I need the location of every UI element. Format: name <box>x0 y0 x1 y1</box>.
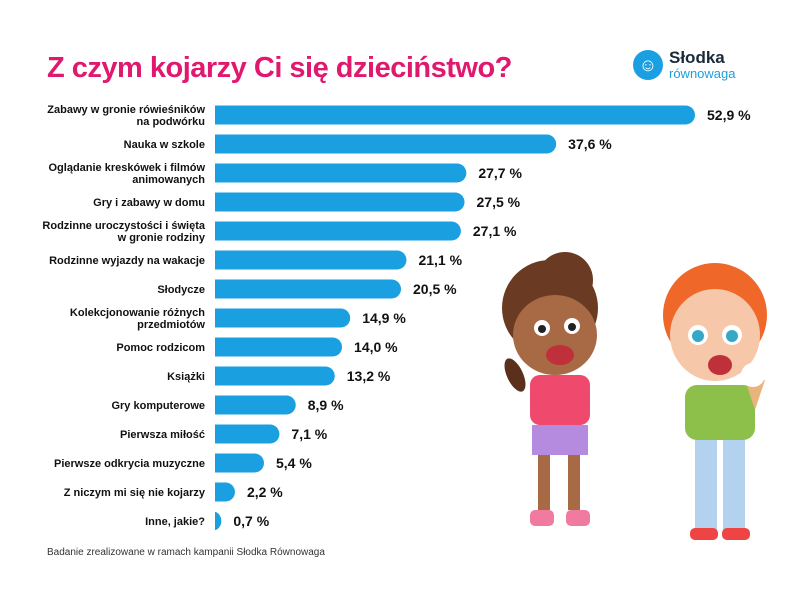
bar <box>205 366 335 386</box>
bar-mask <box>203 220 215 242</box>
logo-line2: równowaga <box>669 66 736 81</box>
category-label: Rodzinne wyjazdy na wakacje <box>49 255 205 267</box>
category-label: Pomoc rodzicom <box>116 342 205 354</box>
bar <box>205 424 280 444</box>
bar-mask <box>203 481 215 503</box>
category-label: Nauka w szkole <box>124 139 205 151</box>
bar-mask <box>203 104 215 126</box>
value-label: 20,5 % <box>413 281 457 297</box>
bar <box>205 163 467 183</box>
value-label: 27,5 % <box>477 194 521 210</box>
bar <box>205 250 407 270</box>
value-label: 13,2 % <box>347 368 391 384</box>
bar-mask <box>203 394 215 416</box>
meditation-icon: ☺ <box>633 50 663 80</box>
footer-note: Badanie zrealizowane w ramach kampanii S… <box>47 547 325 558</box>
value-label: 14,0 % <box>354 339 398 355</box>
bar <box>205 279 402 299</box>
bar <box>205 337 343 357</box>
bar-mask <box>203 423 215 445</box>
category-label: Kolekcjonowanie różnych <box>70 307 205 319</box>
category-label: Oglądanie kreskówek i filmów <box>49 162 206 174</box>
bar-mask <box>203 249 215 271</box>
value-label: 8,9 % <box>308 397 344 413</box>
bar-mask <box>203 278 215 300</box>
page-title: Z czym kojarzy Ci się dzieciństwo? <box>47 52 512 84</box>
category-label: Słodycze <box>157 284 205 296</box>
bar <box>205 308 351 328</box>
bar-mask <box>203 510 215 532</box>
bar-mask <box>203 191 215 213</box>
bar <box>205 105 695 125</box>
value-label: 14,9 % <box>362 310 406 326</box>
bar <box>205 395 296 415</box>
category-label: Gry komputerowe <box>111 400 205 412</box>
value-label: 0,7 % <box>233 513 269 529</box>
value-label: 52,9 % <box>707 107 751 123</box>
category-label: Z niczym mi się nie kojarzy <box>64 487 206 499</box>
bar <box>205 192 465 212</box>
value-label: 21,1 % <box>418 252 462 268</box>
bar-mask <box>203 452 215 474</box>
value-label: 2,2 % <box>247 484 283 500</box>
bar-mask <box>203 162 215 184</box>
category-label: Gry i zabawy w domu <box>93 197 205 209</box>
bar <box>205 453 264 473</box>
category-label: animowanych <box>132 174 205 186</box>
category-label: Pierwsza miłość <box>120 429 205 441</box>
bar <box>205 221 461 241</box>
category-label: Książki <box>167 371 205 383</box>
boy-figure <box>663 263 767 540</box>
value-label: 27,1 % <box>473 223 517 239</box>
girl-figure <box>502 252 598 526</box>
bar-mask <box>203 365 215 387</box>
category-label: Zabawy w gronie rówieśników <box>47 104 205 116</box>
value-label: 27,7 % <box>478 165 522 181</box>
bar <box>205 134 557 154</box>
bar-mask <box>203 307 215 329</box>
bar-mask <box>203 133 215 155</box>
children-illustration <box>502 252 767 540</box>
value-label: 5,4 % <box>276 455 312 471</box>
category-label: Pierwsze odkrycia muzyczne <box>54 458 205 470</box>
value-label: 7,1 % <box>291 426 327 442</box>
category-label: Rodzinne uroczystości i święta <box>42 220 205 232</box>
brand-logo: ☺ Słodka równowaga <box>633 48 773 84</box>
category-label: przedmiotów <box>137 319 205 331</box>
logo-line1: Słodka <box>669 48 725 67</box>
bar-mask <box>203 336 215 358</box>
category-label: Inne, jakie? <box>145 516 205 528</box>
category-label: na podwórku <box>137 116 205 128</box>
category-label: w gronie rodziny <box>117 232 206 244</box>
value-label: 37,6 % <box>568 136 612 152</box>
